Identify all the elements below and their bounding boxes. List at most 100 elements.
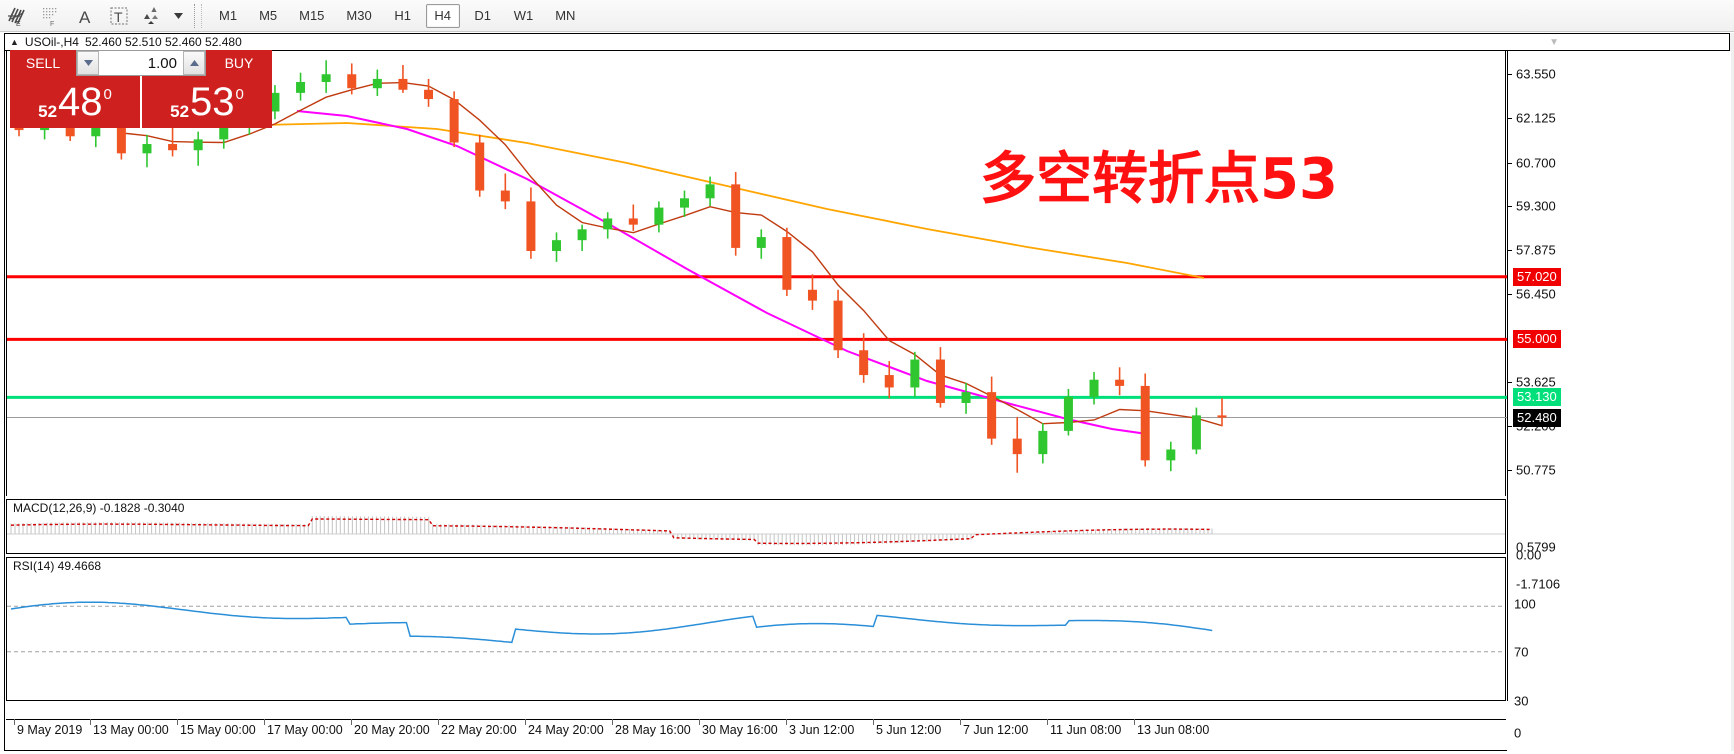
price-tag-resistance-55000[interactable]: 55.000 (1513, 330, 1561, 349)
time-tick (177, 719, 178, 725)
time-tick (525, 719, 526, 725)
time-tick (264, 719, 265, 725)
timeframe-button-m1[interactable]: M1 (219, 8, 238, 23)
rsi-pane[interactable]: RSI(14) 49.4668 (6, 557, 1506, 701)
candle (1191, 407, 1201, 455)
candle (1140, 373, 1150, 467)
trade-panel-prices: 52 48 0 52 53 0 (10, 76, 272, 128)
price-axis-label: 63.550 (1516, 66, 1556, 82)
ask-price-display[interactable]: 52 53 0 (140, 76, 272, 128)
rsi-line (10, 601, 1213, 644)
time-tick (699, 719, 700, 725)
price-pane[interactable] (6, 51, 1507, 496)
time-axis-label: 22 May 20:00 (441, 723, 517, 737)
candle (1012, 416, 1022, 473)
timeframe-button-h1[interactable]: H1 (394, 8, 412, 23)
time-tick (960, 719, 961, 725)
axis-tick (1507, 162, 1512, 164)
right-scrollbar-strip[interactable] (1730, 33, 1734, 751)
volume-decrement-button[interactable] (77, 51, 99, 75)
time-axis-label: 7 Jun 12:00 (963, 723, 1029, 737)
candlestick-chart-icon[interactable]: E (1, 2, 33, 30)
rsi-plot (7, 601, 1505, 653)
time-axis-label: 20 May 20:00 (354, 723, 430, 737)
ask-price-main: 53 (190, 80, 235, 124)
text-tool-icon[interactable]: A (69, 2, 101, 30)
candle (193, 131, 203, 166)
bar-chart-icon[interactable]: F (35, 2, 67, 30)
collapse-triangle-icon[interactable]: ▲ (10, 36, 19, 47)
toolbar-divider (194, 3, 202, 28)
volume-increment-button[interactable] (183, 51, 205, 75)
bid-price-main: 48 (58, 80, 103, 124)
ask-price-prefix: 52 (170, 102, 190, 121)
axis-tick (1507, 250, 1512, 252)
main-toolbar: E F A (0, 0, 1734, 32)
axis-tick (1507, 118, 1512, 120)
candle (1089, 371, 1099, 405)
timeframe-button-mn[interactable]: MN (555, 8, 576, 23)
candle (398, 64, 408, 93)
ma-slow-line (261, 122, 1205, 279)
rsi-axis-label: 70 (1514, 644, 1529, 660)
time-tick (786, 719, 787, 725)
symbol-name: USOil-,H4 (24, 35, 79, 49)
price-axis-label: 59.300 (1516, 198, 1556, 214)
candle (884, 361, 894, 399)
text-label-tool-icon[interactable]: T (103, 2, 135, 30)
sell-button[interactable]: SELL (10, 50, 76, 76)
candle (577, 224, 587, 252)
price-axis-label: 50.775 (1516, 462, 1556, 478)
buy-button[interactable]: BUY (206, 50, 272, 76)
price-tag-resistance-57020[interactable]: 57.020 (1513, 267, 1561, 286)
candle (1166, 441, 1176, 472)
chevron-down-icon[interactable] (170, 2, 186, 30)
volume-value[interactable]: 1.00 (147, 54, 177, 72)
candle (756, 229, 766, 259)
macd-pane[interactable]: MACD(12,26,9) -0.1828 -0.3040 (6, 499, 1506, 554)
volume-field[interactable]: 1.00 (76, 50, 206, 76)
time-axis-label: 13 May 00:00 (93, 723, 169, 737)
rsi-label: RSI(14) 49.4668 (11, 559, 104, 573)
bid-price-fraction: 0 (103, 86, 112, 103)
timeframe-button-m15[interactable]: M15 (299, 8, 325, 23)
macd-axis-label: 0.00 (1516, 547, 1542, 563)
time-axis-label: 5 Jun 12:00 (876, 723, 942, 737)
shapes-tool-icon[interactable] (137, 2, 169, 30)
price-tag-current-price-52480[interactable]: 52.480 (1513, 408, 1561, 427)
time-axis-label: 13 Jun 08:00 (1137, 723, 1210, 737)
svg-text:F: F (50, 21, 54, 27)
timeframe-button-w1[interactable]: W1 (513, 8, 534, 23)
candle (628, 204, 638, 231)
time-tick (90, 719, 91, 725)
macd-label: MACD(12,26,9) -0.1828 -0.3040 (11, 501, 187, 515)
bid-price-display[interactable]: 52 48 0 (10, 76, 140, 128)
timeframe-button-h4[interactable]: H4 (425, 3, 460, 28)
chart-panes: MACD(12,26,9) -0.1828 -0.3040 RSI(14) 49… (5, 51, 1731, 751)
rsi-axis-label: 30 (1514, 693, 1529, 709)
axis-tick (1507, 470, 1512, 472)
candle (424, 78, 434, 107)
svg-text:A: A (79, 8, 91, 27)
candle (321, 60, 331, 93)
timeframe-button-group: M1 M5 M15 M30 H1 H4 D1 W1 MN (208, 3, 586, 28)
macd-signal-line (10, 518, 1212, 545)
timeframe-button-m5[interactable]: M5 (259, 8, 278, 23)
candle (1063, 389, 1073, 436)
candle (935, 347, 945, 408)
time-tick (438, 719, 439, 725)
price-axis-label: 60.700 (1516, 155, 1556, 171)
price-tag-support-53130[interactable]: 53.130 (1513, 388, 1561, 407)
time-axis-label: 3 Jun 12:00 (789, 723, 855, 737)
timeframe-button-d1[interactable]: D1 (474, 8, 492, 23)
price-axis[interactable]: 63.550 62.125 60.700 59.300 57.875 56.450 53.6… (1507, 51, 1731, 751)
ma-mid-line (296, 110, 1148, 435)
time-axis[interactable]: 9 May 2019 13 May 00:00 15 May 00:00 17 May… (6, 719, 1506, 749)
time-tick (1047, 719, 1048, 725)
pane-collapse-icon[interactable]: ▼ (1549, 37, 1559, 48)
macd-axis-label: -1.7106 (1516, 576, 1561, 592)
timeframe-button-m30[interactable]: M30 (346, 8, 372, 23)
candle (142, 134, 152, 168)
time-tick (351, 719, 352, 725)
